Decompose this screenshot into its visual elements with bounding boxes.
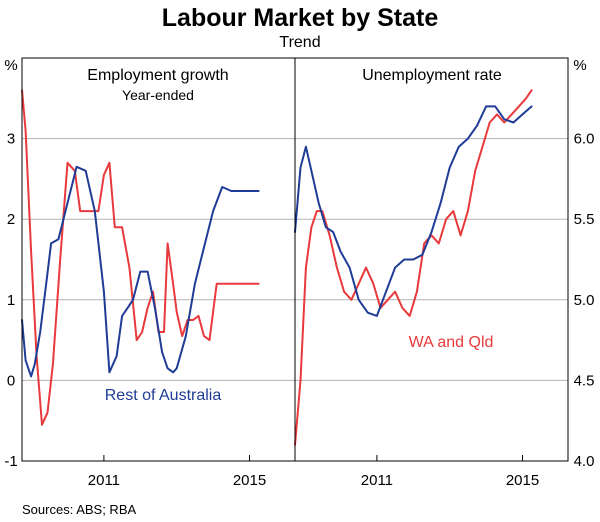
- y-tick-label: 4.5: [574, 372, 595, 389]
- series-line-wa-and-qld-panel1: [21, 89, 260, 426]
- right-panel-title: Unemployment rate: [362, 67, 502, 84]
- grid-lines: [22, 138, 568, 381]
- right-axis-unit: %: [573, 57, 586, 74]
- y-tick-label: 2: [7, 211, 15, 228]
- left-axis-unit: %: [4, 57, 17, 74]
- x-tick-label: 2015: [233, 472, 266, 489]
- wa-and-qld-label: WA and Qld: [409, 334, 494, 351]
- source-note: Sources: ABS; RBA: [22, 502, 136, 517]
- series-line-rest-of-australia-panel1: [21, 165, 260, 378]
- x-tick-label: 2011: [88, 472, 120, 489]
- series-line-wa-and-qld-panel2: [294, 89, 533, 446]
- x-tick-label: 2015: [506, 472, 539, 489]
- y-tick-label: 3: [7, 131, 15, 148]
- left-panel-subtitle: Year-ended: [122, 87, 194, 103]
- y-tick-label: 4.0: [574, 453, 595, 470]
- chart-title: Labour Market by State: [162, 4, 439, 32]
- chart-subtitle: Trend: [279, 34, 320, 51]
- y-tick-label: 0: [7, 372, 15, 389]
- y-tick-label: 5.5: [574, 211, 595, 228]
- left-panel-title: Employment growth: [87, 67, 228, 84]
- y-tick-label: 5.0: [574, 292, 595, 309]
- y-tick-label: -1: [4, 453, 17, 470]
- y-tick-label: 1: [7, 292, 15, 309]
- x-tick-label: 2011: [361, 472, 393, 489]
- series-lines: [21, 89, 533, 446]
- tick-labels: -1 0 1 2 3 2011 2015 4.0 4.5 5.0 5.5 6.0 2011 2015: [4, 131, 594, 489]
- rest-of-australia-label: Rest of Australia: [105, 387, 222, 404]
- y-tick-label: 6.0: [574, 131, 595, 148]
- series-line-rest-of-australia-panel2: [294, 105, 533, 317]
